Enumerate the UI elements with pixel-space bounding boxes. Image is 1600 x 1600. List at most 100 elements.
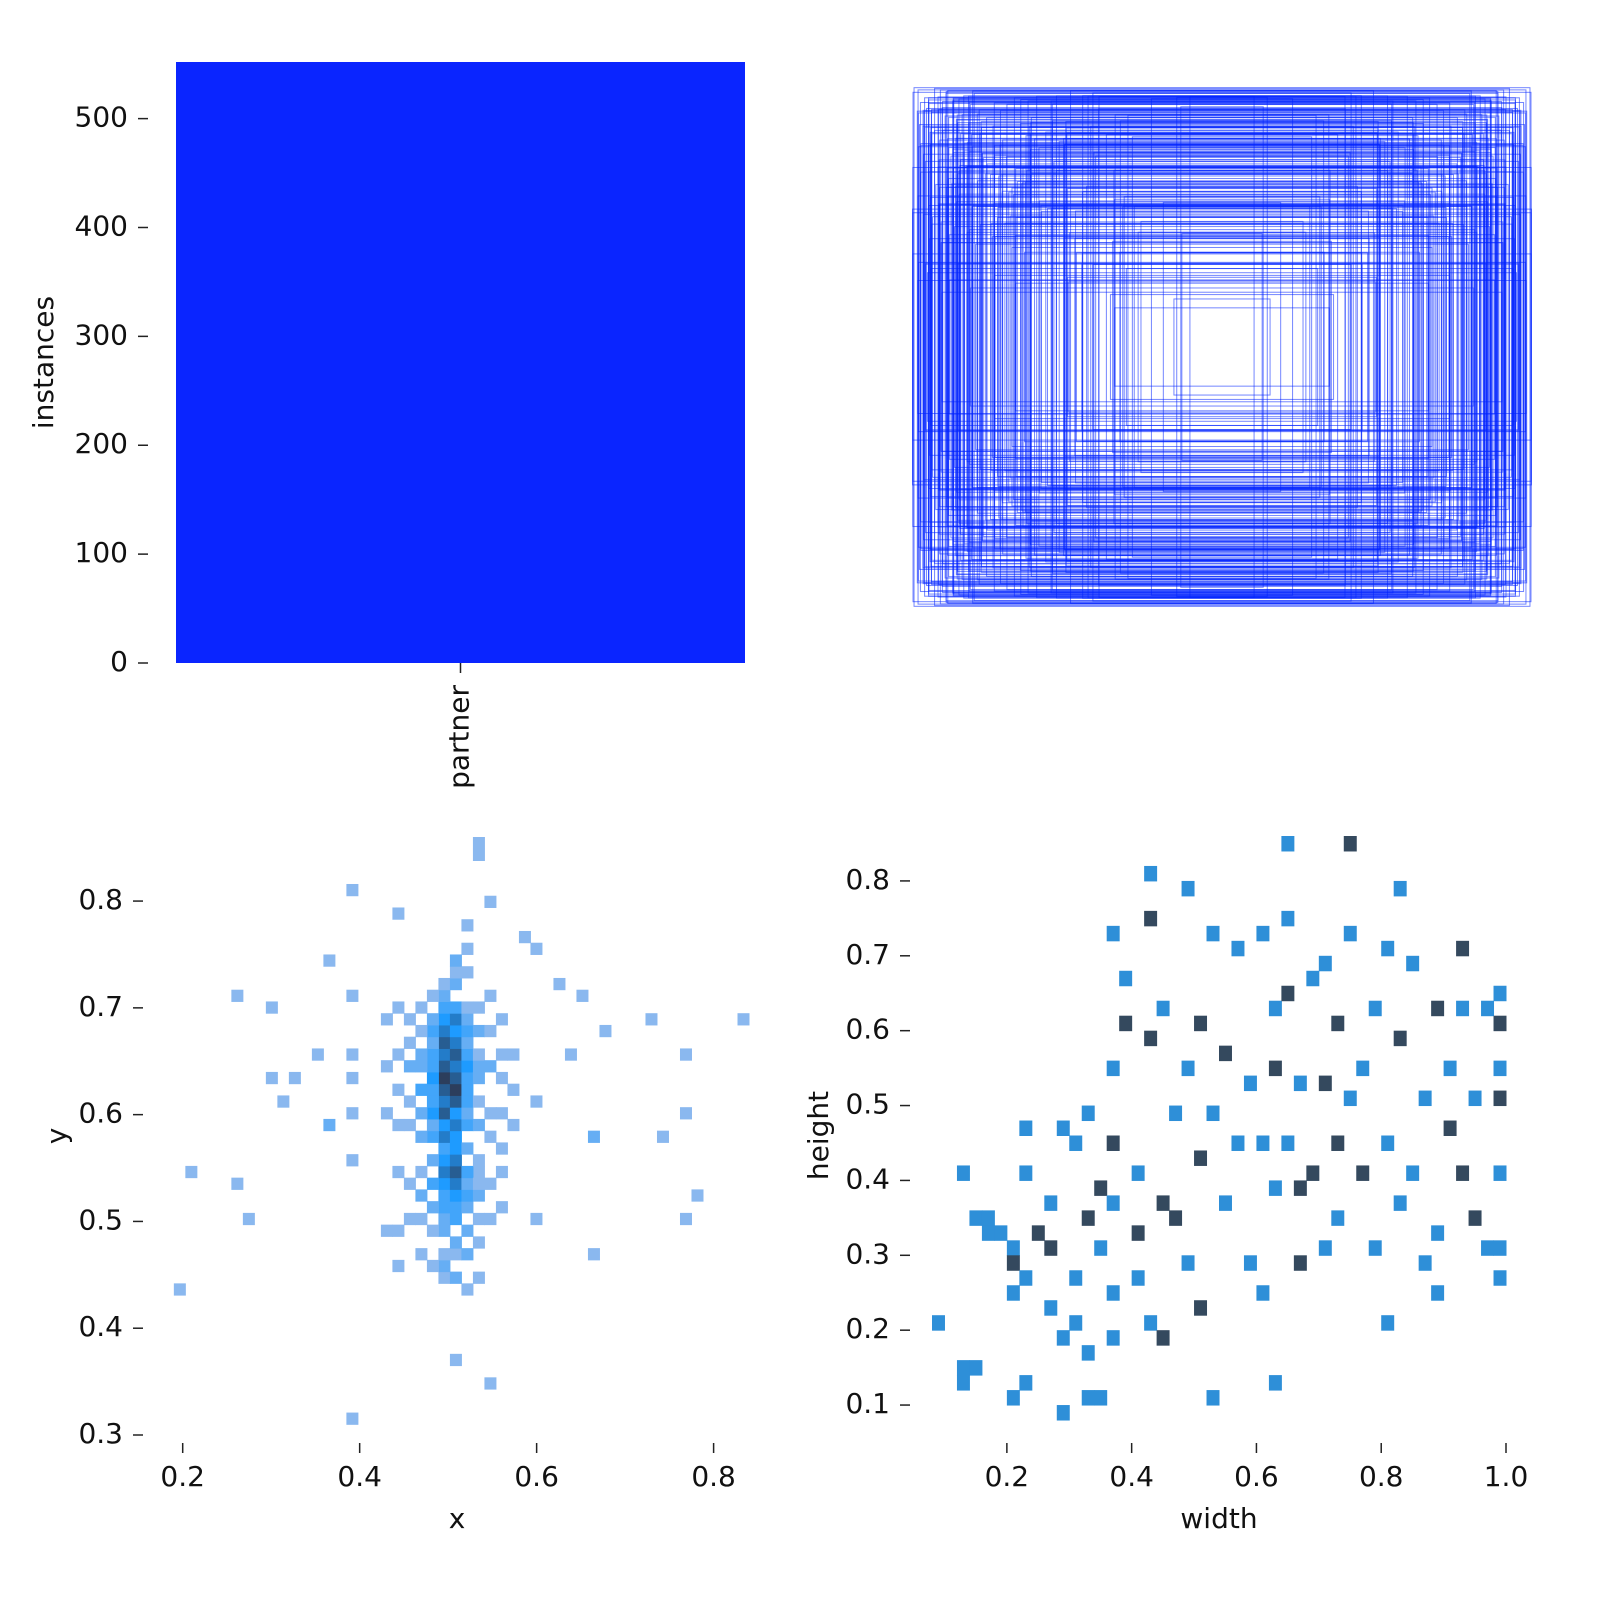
box-outline	[952, 101, 1492, 593]
hist-cell	[1343, 925, 1357, 942]
box-outline	[994, 236, 1450, 458]
hist-cell	[426, 1118, 439, 1132]
hist-cell	[1006, 1285, 1020, 1301]
box-outline	[1051, 207, 1393, 487]
box-outline	[1092, 92, 1352, 602]
hist-cell	[438, 1036, 451, 1049]
box-outline	[912, 208, 1532, 486]
hist-cell	[438, 1107, 451, 1120]
hist-cell	[932, 1315, 945, 1331]
hist-cell	[564, 1048, 577, 1061]
hist-cell	[438, 1142, 451, 1155]
hist-cell	[484, 1024, 497, 1038]
hist-cell	[1144, 1030, 1158, 1047]
hist-cell	[1243, 1075, 1257, 1092]
y-tick-label: 200	[75, 427, 128, 460]
hist-cell	[1019, 1165, 1033, 1181]
hist-cell	[380, 1224, 393, 1237]
hist-cell	[461, 1060, 474, 1073]
hist-cell	[969, 1210, 983, 1226]
hist-cell	[472, 1177, 485, 1190]
y-axis-label: height	[802, 1091, 835, 1180]
hist-cell	[415, 1083, 428, 1096]
box-outline	[990, 174, 1454, 520]
hist-cell	[472, 1165, 485, 1179]
box-outline	[1173, 298, 1271, 396]
hist-cell	[1156, 1000, 1170, 1017]
box-outline	[968, 151, 1476, 543]
hist-cell	[1356, 1060, 1370, 1077]
box-outline	[976, 205, 1468, 489]
hist-cell	[1031, 1225, 1045, 1241]
hist-cell	[1106, 1285, 1120, 1301]
hist-cell	[1493, 1240, 1507, 1256]
hist-cell	[449, 1248, 462, 1261]
hist-cell	[495, 1107, 508, 1120]
box-outline	[928, 171, 1516, 523]
box-outline	[1009, 215, 1435, 479]
y-tick-label: 0.5	[845, 1088, 890, 1121]
hist-cell	[426, 1259, 439, 1273]
hist-cell	[392, 1083, 405, 1096]
y-tick-label: 0.7	[845, 938, 890, 971]
hist-cell	[1268, 1180, 1282, 1196]
hist-cell	[472, 1024, 485, 1038]
hist-cell	[461, 942, 474, 955]
hist-cell	[380, 1013, 393, 1026]
hist-cell	[1006, 1255, 1020, 1271]
box-outline	[1024, 181, 1420, 513]
hist-cell	[426, 989, 439, 1002]
hist-cell	[495, 1142, 508, 1155]
hist-cell	[1181, 1255, 1195, 1271]
box-outline	[1058, 141, 1386, 553]
hist-cell	[415, 1189, 428, 1202]
hist-cell	[507, 1083, 520, 1096]
hist-cell	[392, 1001, 405, 1014]
box-outline	[1090, 125, 1354, 569]
hist-cell	[1418, 1255, 1432, 1271]
hist-cell	[1119, 970, 1133, 987]
box-outline	[953, 226, 1491, 468]
hist-cell	[426, 1095, 439, 1108]
hist-cell	[426, 1130, 439, 1143]
hist-cell	[1019, 1120, 1033, 1136]
hist-cell	[1256, 1135, 1270, 1151]
box-outline	[1133, 205, 1311, 489]
hist-cell	[403, 1060, 416, 1073]
box-outline	[991, 236, 1453, 458]
hist-cell	[438, 1118, 451, 1132]
hist-cell	[415, 1048, 428, 1061]
hist-cell	[415, 1165, 428, 1179]
hist-cell	[438, 1248, 451, 1261]
y-tick-label: 0.6	[845, 1013, 890, 1046]
hist-cell	[1081, 1345, 1095, 1361]
hist-cell	[426, 1060, 439, 1073]
hist-cell	[1493, 985, 1507, 1002]
box-outline	[1068, 232, 1376, 462]
hist-cell	[415, 1024, 428, 1038]
hist-cell	[438, 1189, 451, 1202]
hist-cell	[1281, 985, 1295, 1002]
box-outline	[981, 152, 1463, 542]
box-outline	[918, 124, 1526, 570]
box-outline	[931, 109, 1513, 585]
box-outline	[923, 110, 1521, 584]
box-outline	[993, 202, 1451, 492]
hist-cell	[1243, 1255, 1257, 1271]
hist-cell	[346, 1071, 359, 1085]
box-outline	[966, 231, 1478, 463]
hist-cell	[994, 1225, 1008, 1241]
box-outline	[975, 243, 1469, 451]
hist-cell	[461, 1201, 474, 1214]
hist-cell	[1156, 1195, 1170, 1211]
hist-cell	[461, 1142, 474, 1155]
x-tick-label: 0.8	[691, 1460, 736, 1493]
box-outline	[980, 121, 1464, 573]
hist-cell	[426, 1048, 439, 1061]
hist-cell	[1293, 1255, 1307, 1271]
box-outline	[1020, 122, 1424, 572]
y-tick-label: 0.7	[78, 990, 123, 1023]
box-outline	[1119, 251, 1325, 443]
x-tick-label: 0.6	[1234, 1460, 1279, 1493]
hist-cell	[1194, 1015, 1208, 1032]
